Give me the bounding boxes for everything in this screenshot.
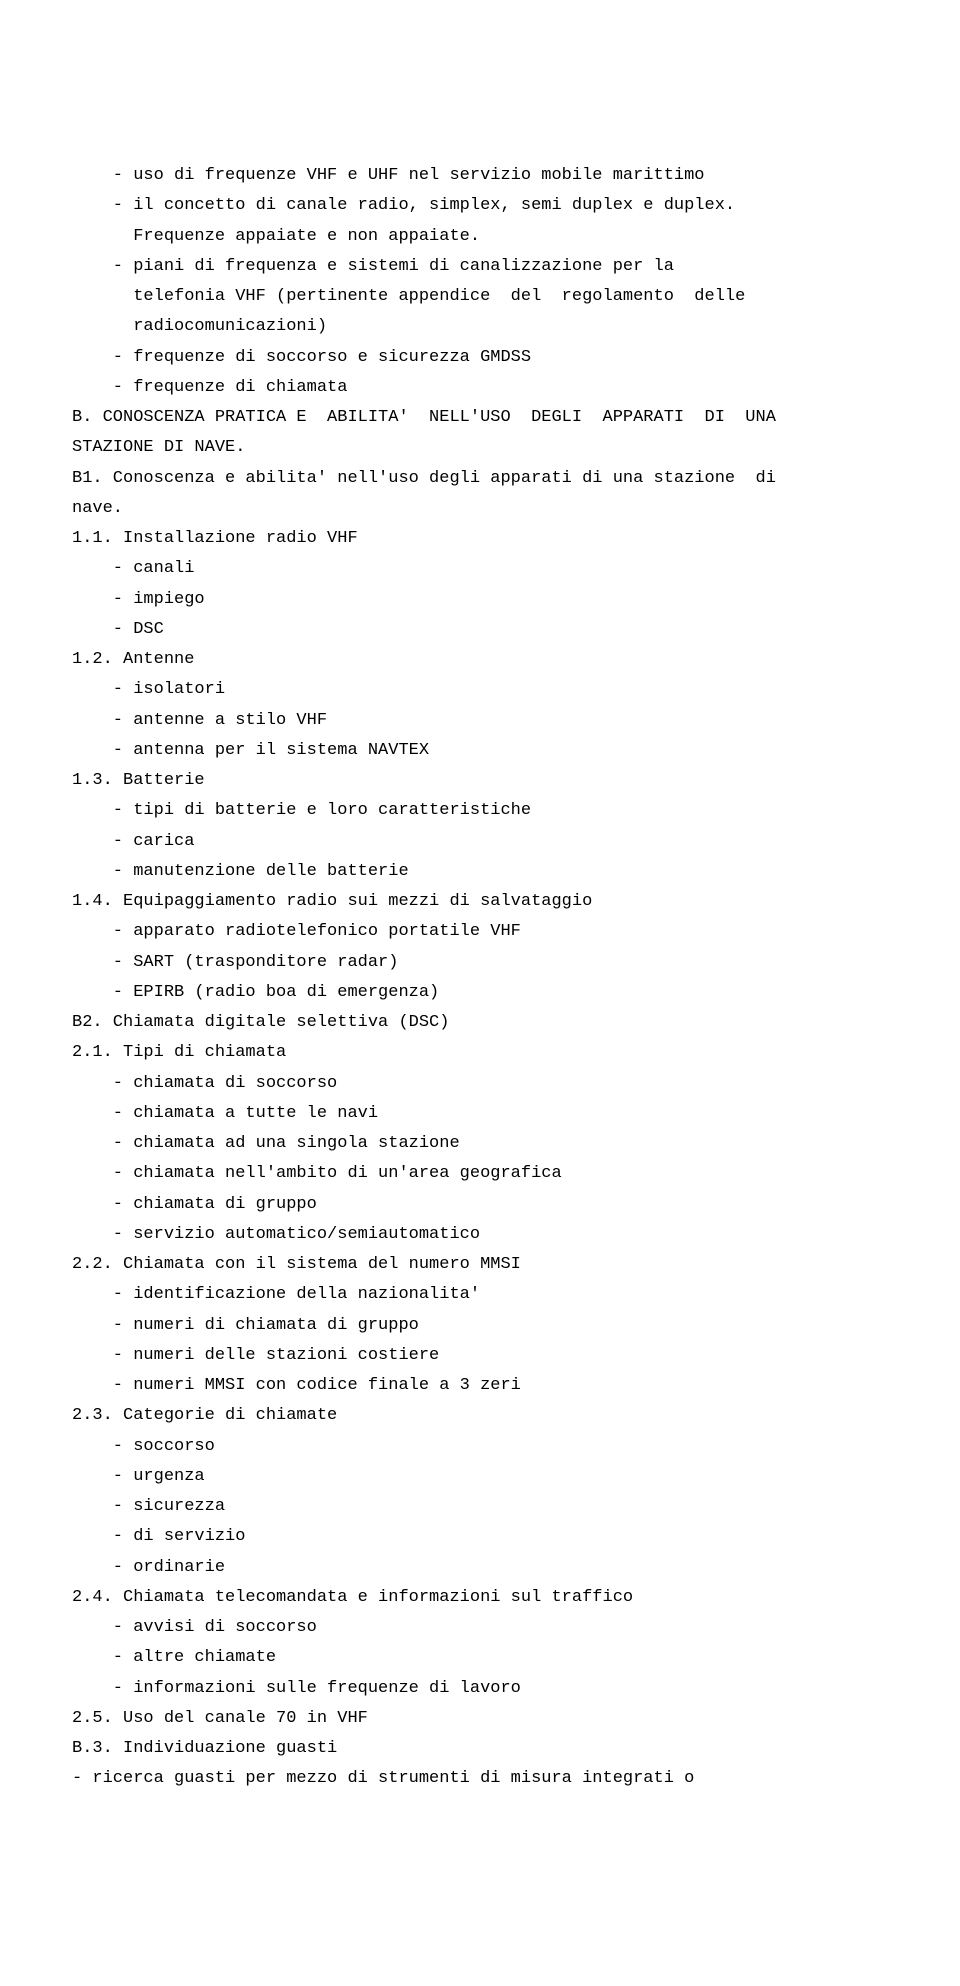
- text-line: 2.3. Categorie di chiamate: [72, 1401, 888, 1431]
- text-line: telefonia VHF (pertinente appendice del …: [72, 282, 888, 312]
- text-line: - chiamata di gruppo: [72, 1190, 888, 1220]
- text-line: - numeri di chiamata di gruppo: [72, 1311, 888, 1341]
- text-line: - uso di frequenze VHF e UHF nel servizi…: [72, 161, 888, 191]
- text-line: - canali: [72, 554, 888, 584]
- text-line: - numeri MMSI con codice finale a 3 zeri: [72, 1371, 888, 1401]
- text-line: - frequenze di chiamata: [72, 373, 888, 403]
- text-line: - numeri delle stazioni costiere: [72, 1341, 888, 1371]
- text-line: B.3. Individuazione guasti: [72, 1734, 888, 1764]
- text-line: 2.5. Uso del canale 70 in VHF: [72, 1704, 888, 1734]
- document-body: - uso di frequenze VHF e UHF nel servizi…: [72, 161, 888, 1795]
- text-line: - chiamata a tutte le navi: [72, 1099, 888, 1129]
- text-line: 1.4. Equipaggiamento radio sui mezzi di …: [72, 887, 888, 917]
- text-line: 2.1. Tipi di chiamata: [72, 1038, 888, 1068]
- text-line: 1.3. Batterie: [72, 766, 888, 796]
- text-line: 1.1. Installazione radio VHF: [72, 524, 888, 554]
- text-line: - manutenzione delle batterie: [72, 857, 888, 887]
- text-line: - frequenze di soccorso e sicurezza GMDS…: [72, 343, 888, 373]
- text-line: - DSC: [72, 615, 888, 645]
- text-line: - SART (trasponditore radar): [72, 948, 888, 978]
- text-line: - antenna per il sistema NAVTEX: [72, 736, 888, 766]
- text-line: - altre chiamate: [72, 1643, 888, 1673]
- text-line: - avvisi di soccorso: [72, 1613, 888, 1643]
- text-line: - soccorso: [72, 1432, 888, 1462]
- text-line: - apparato radiotelefonico portatile VHF: [72, 917, 888, 947]
- text-line: 2.2. Chiamata con il sistema del numero …: [72, 1250, 888, 1280]
- text-line: - urgenza: [72, 1462, 888, 1492]
- text-line: nave.: [72, 494, 888, 524]
- text-line: - il concetto di canale radio, simplex, …: [72, 191, 888, 221]
- text-line: - chiamata di soccorso: [72, 1069, 888, 1099]
- text-line: - chiamata nell'ambito di un'area geogra…: [72, 1159, 888, 1189]
- text-line: - antenne a stilo VHF: [72, 706, 888, 736]
- text-line: B. CONOSCENZA PRATICA E ABILITA' NELL'US…: [72, 403, 888, 433]
- text-line: - servizio automatico/semiautomatico: [72, 1220, 888, 1250]
- text-line: - di servizio: [72, 1522, 888, 1552]
- text-line: STAZIONE DI NAVE.: [72, 433, 888, 463]
- text-line: - carica: [72, 827, 888, 857]
- text-line: B1. Conoscenza e abilita' nell'uso degli…: [72, 464, 888, 494]
- text-line: - sicurezza: [72, 1492, 888, 1522]
- text-line: - tipi di batterie e loro caratteristich…: [72, 796, 888, 826]
- text-line: - ordinarie: [72, 1553, 888, 1583]
- text-line: Frequenze appaiate e non appaiate.: [72, 222, 888, 252]
- text-line: 1.2. Antenne: [72, 645, 888, 675]
- text-line: - identificazione della nazionalita': [72, 1280, 888, 1310]
- text-line: - chiamata ad una singola stazione: [72, 1129, 888, 1159]
- text-line: - piani di frequenza e sistemi di canali…: [72, 252, 888, 282]
- text-line: - isolatori: [72, 675, 888, 705]
- text-line: B2. Chiamata digitale selettiva (DSC): [72, 1008, 888, 1038]
- text-line: - impiego: [72, 585, 888, 615]
- text-line: - informazioni sulle frequenze di lavoro: [72, 1674, 888, 1704]
- text-line: - EPIRB (radio boa di emergenza): [72, 978, 888, 1008]
- text-line: 2.4. Chiamata telecomandata e informazio…: [72, 1583, 888, 1613]
- text-line: - ricerca guasti per mezzo di strumenti …: [72, 1764, 888, 1794]
- text-line: radiocomunicazioni): [72, 312, 888, 342]
